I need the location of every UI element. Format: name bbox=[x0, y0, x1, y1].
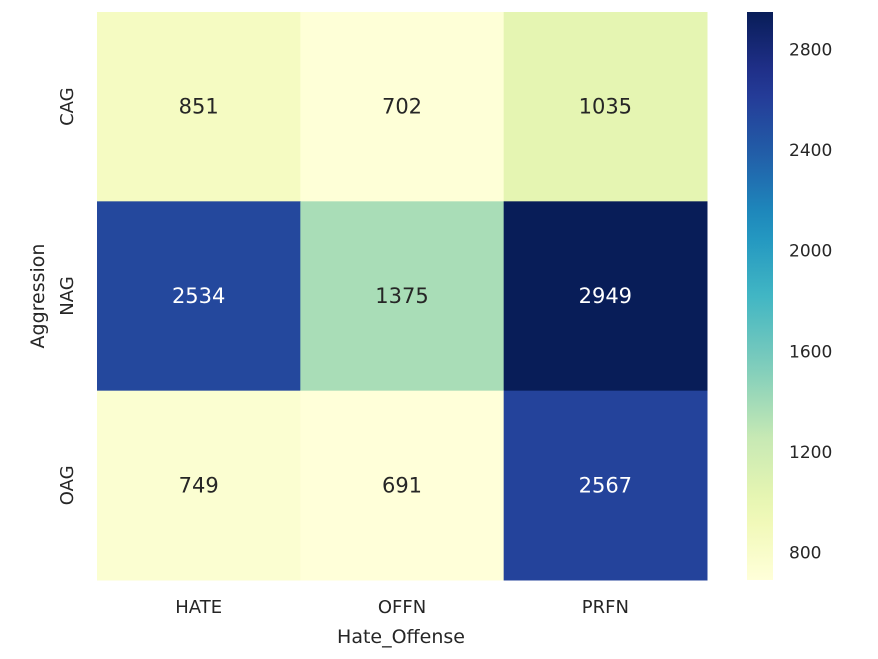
heatmap-cell bbox=[503, 12, 708, 202]
heatmap-cell-labels: 851 702 1035 2534 1375 2949 749 691 2567 bbox=[172, 95, 632, 498]
cell-value-label: 2567 bbox=[579, 473, 632, 497]
heatmap-cell bbox=[300, 12, 505, 202]
y-tick-label: NAG bbox=[57, 276, 78, 315]
cell-value-label: 2534 bbox=[172, 284, 225, 308]
heatmap-cell bbox=[97, 390, 301, 581]
colorbar-tick-label: 2800 bbox=[789, 40, 832, 60]
x-tick-labels: HATE OFFN PRFN bbox=[175, 597, 629, 618]
x-axis-label: Hate_Offense bbox=[337, 626, 465, 648]
heatmap-cell bbox=[300, 201, 505, 392]
cell-value-label: 1035 bbox=[579, 95, 632, 119]
heatmap-cell bbox=[97, 201, 301, 392]
x-tick-label: OFFN bbox=[378, 597, 426, 618]
x-tick-label: PRFN bbox=[582, 597, 629, 618]
y-tick-labels: CAG NAG OAG bbox=[57, 87, 78, 505]
colorbar-tick-label: 1600 bbox=[789, 342, 832, 362]
cell-value-label: 691 bbox=[382, 473, 422, 497]
y-tick-label: CAG bbox=[57, 87, 78, 126]
colorbar-tick-label: 800 bbox=[789, 544, 821, 564]
cell-value-label: 1375 bbox=[375, 284, 428, 308]
heatmap-cell bbox=[300, 390, 505, 581]
colorbar-tick-labels: 800 1200 1600 2000 2400 2800 bbox=[789, 40, 832, 563]
cell-value-label: 749 bbox=[179, 473, 219, 497]
colorbar-tick-label: 1200 bbox=[789, 443, 832, 463]
x-tick-label: HATE bbox=[175, 597, 222, 618]
heatmap-cell bbox=[503, 390, 708, 581]
colorbar-tick-label: 2400 bbox=[789, 141, 832, 161]
heatmap-cell bbox=[97, 12, 301, 202]
y-axis-label: Aggression bbox=[27, 244, 49, 349]
colorbar bbox=[747, 12, 773, 580]
y-tick-label: OAG bbox=[57, 465, 78, 505]
cell-value-label: 851 bbox=[179, 95, 219, 119]
heatmap-cells bbox=[97, 12, 708, 581]
colorbar-tick-label: 2000 bbox=[789, 242, 832, 262]
cell-value-label: 2949 bbox=[579, 284, 632, 308]
cell-value-label: 702 bbox=[382, 95, 422, 119]
heatmap-cell bbox=[503, 201, 708, 392]
